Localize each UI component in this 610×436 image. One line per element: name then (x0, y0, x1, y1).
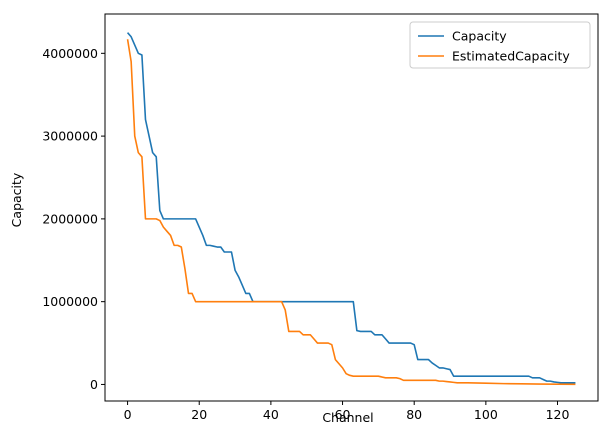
series-line-capacity (126, 32, 576, 384)
x-tick-label: 80 (406, 407, 422, 422)
x-tick-label: 100 (474, 407, 498, 422)
legend: Capacity EstimatedCapacity (409, 21, 591, 69)
x-axis-title: Channel (322, 410, 373, 425)
plot-area-frame (104, 13, 599, 402)
y-tick-label: 1000000 (42, 294, 98, 309)
legend-label: EstimatedCapacity (452, 49, 570, 64)
y-tick-label: 2000000 (42, 211, 98, 226)
y-axis-title: Capacity (9, 172, 24, 227)
x-tick-label: 0 (124, 407, 132, 422)
x-tick-label: 40 (263, 407, 279, 422)
x-tick-label: 120 (546, 407, 570, 422)
y-tick-label: 4000000 (42, 46, 98, 61)
x-tick-label: 60 (335, 407, 351, 422)
y-tick-label: 0 (90, 377, 98, 392)
legend-box (409, 21, 591, 69)
legend-label: Capacity (452, 29, 507, 44)
x-tick-label: 20 (191, 407, 207, 422)
series-line-estimated-capacity (126, 39, 576, 386)
y-tick-label: 3000000 (42, 129, 98, 144)
